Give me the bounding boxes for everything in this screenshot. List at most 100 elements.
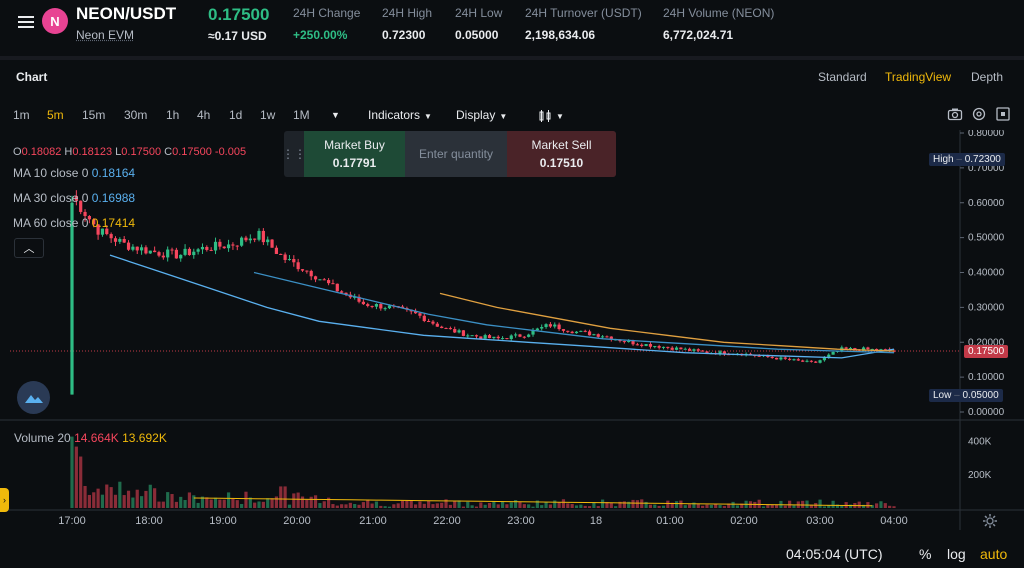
volume-bar-down bbox=[418, 501, 422, 508]
percent-scale-toggle[interactable]: % bbox=[919, 546, 932, 562]
candle-up bbox=[318, 279, 322, 281]
volume-bar-up bbox=[100, 494, 105, 508]
candle-up bbox=[553, 324, 557, 327]
volume-bar-up bbox=[374, 501, 379, 508]
candle-up bbox=[527, 334, 531, 337]
stat-24h-low: 24H Low 0.05000 bbox=[455, 6, 502, 42]
time-tick-label: 21:00 bbox=[359, 515, 387, 527]
tab-depth[interactable]: Depth bbox=[971, 70, 1004, 84]
candle-down bbox=[518, 334, 522, 337]
collapse-legend-button[interactable]: ︿ bbox=[14, 238, 44, 258]
volume-bar-down bbox=[566, 503, 570, 508]
candle-down bbox=[696, 349, 700, 351]
market-sell-button[interactable]: Market Sell 0.17510 bbox=[507, 131, 616, 177]
candle-down bbox=[561, 329, 566, 331]
gear-icon[interactable] bbox=[982, 513, 998, 529]
more-timeframes-chevron-icon[interactable]: ▼ bbox=[331, 110, 340, 120]
candle-down bbox=[279, 253, 283, 255]
time-tick-label: 04:00 bbox=[880, 515, 908, 527]
candle-down bbox=[596, 334, 600, 337]
candle-down bbox=[866, 347, 870, 350]
candle-up bbox=[383, 308, 387, 310]
volume-bar-down bbox=[648, 504, 653, 508]
candle-down bbox=[218, 241, 222, 247]
stat-24h-turnover: 24H Turnover (USDT) 2,198,634.06 bbox=[525, 6, 642, 42]
ohlc-close: 0.17500 bbox=[172, 146, 212, 158]
candle-down bbox=[174, 249, 178, 259]
stat-24h-change: 24H Change +250.00% bbox=[293, 6, 360, 42]
candle-down bbox=[296, 262, 300, 270]
price-chart[interactable]: 0.80000 0.70000 0.60000 0.50000 0.40000 0.300… bbox=[0, 130, 1024, 530]
display-button[interactable]: Display ▼ bbox=[456, 108, 507, 122]
tab-tradingview[interactable]: TradingView bbox=[885, 70, 952, 84]
auto-scale-toggle[interactable]: auto bbox=[980, 546, 1008, 562]
price-tick-label: 0.30000 bbox=[968, 302, 1005, 313]
candle-up bbox=[466, 335, 470, 337]
timeframe-1M[interactable]: 1M bbox=[293, 108, 310, 122]
price-tick-label: 0.50000 bbox=[968, 233, 1005, 244]
volume-legend: Volume 20 14.664K 13.692K bbox=[14, 431, 167, 445]
candle-down bbox=[788, 358, 792, 360]
timeframe-5m[interactable]: 5m bbox=[47, 108, 64, 122]
volume-bar-down bbox=[361, 502, 365, 508]
quantity-input[interactable] bbox=[405, 131, 507, 177]
market-buy-button[interactable]: Market Buy 0.17791 bbox=[304, 131, 405, 177]
volume-bar-down bbox=[235, 500, 239, 508]
volume-bar-down bbox=[657, 505, 661, 508]
timeframe-15m[interactable]: 15m bbox=[82, 108, 106, 122]
candle-down bbox=[801, 360, 805, 362]
side-panel-toggle-icon[interactable]: › bbox=[0, 488, 9, 512]
volume-bar-down bbox=[727, 503, 731, 508]
indicators-label: Indicators bbox=[368, 108, 421, 122]
volume-bar-up bbox=[822, 506, 827, 508]
volume-bar-down bbox=[396, 503, 400, 508]
volume-bar-down bbox=[583, 505, 587, 508]
candle-down bbox=[270, 239, 274, 248]
volume-bar-down bbox=[144, 490, 148, 508]
candle-up bbox=[100, 228, 105, 235]
tradingview-logo-icon[interactable] bbox=[17, 381, 50, 414]
camera-icon[interactable] bbox=[947, 106, 963, 122]
candle-up bbox=[683, 348, 687, 350]
fullscreen-icon[interactable] bbox=[995, 106, 1011, 122]
last-price-usd: ≈0.17 USD bbox=[208, 29, 267, 43]
ohlc-l-label: L bbox=[115, 146, 122, 158]
volume-bar-down bbox=[74, 446, 78, 508]
menu-icon[interactable] bbox=[16, 12, 36, 32]
timeframe-1h[interactable]: 1h bbox=[166, 108, 180, 122]
timeframe-30m[interactable]: 30m bbox=[124, 108, 148, 122]
settings-icon[interactable] bbox=[971, 106, 987, 122]
chevron-down-icon: ▼ bbox=[424, 112, 432, 121]
candle-down bbox=[83, 211, 87, 216]
timeframe-1d[interactable]: 1d bbox=[229, 108, 243, 122]
tab-standard[interactable]: Standard bbox=[818, 70, 867, 84]
timeframe-1m[interactable]: 1m bbox=[13, 108, 30, 122]
candle-down bbox=[814, 361, 818, 363]
candle-up bbox=[627, 340, 631, 342]
timeframe-1w[interactable]: 1w bbox=[260, 108, 276, 122]
candle-down bbox=[444, 328, 448, 330]
volume-bar-up bbox=[653, 504, 657, 508]
market-buy-price: 0.17791 bbox=[332, 156, 377, 170]
pair-subtitle[interactable]: Neon EVM bbox=[76, 28, 135, 42]
volume-bar-down bbox=[635, 500, 639, 508]
log-scale-toggle[interactable]: log bbox=[947, 546, 966, 562]
volume-bar-up bbox=[183, 499, 187, 508]
volume-bar-down bbox=[570, 503, 574, 508]
volume-bar-down bbox=[444, 499, 448, 508]
volume-bar-down bbox=[505, 504, 509, 508]
volume-bar-up bbox=[553, 500, 557, 508]
pair-title[interactable]: NEON/USDT bbox=[76, 4, 177, 23]
volume-bar-down bbox=[587, 506, 592, 508]
ohlc-change: -0.005 bbox=[214, 146, 247, 158]
chart-type-button[interactable]: ▼ bbox=[538, 108, 564, 123]
candle-down bbox=[448, 328, 452, 330]
volume-bar-down bbox=[605, 501, 609, 508]
timeframe-4h[interactable]: 4h bbox=[197, 108, 211, 122]
time-tick-label: 02:00 bbox=[730, 515, 758, 527]
candle-down bbox=[309, 270, 313, 277]
indicators-button[interactable]: Indicators ▼ bbox=[368, 108, 432, 122]
volume-bar-up bbox=[827, 505, 831, 508]
drag-handle-icon[interactable]: ⋮⋮ bbox=[282, 147, 306, 161]
candle-up bbox=[70, 202, 74, 395]
